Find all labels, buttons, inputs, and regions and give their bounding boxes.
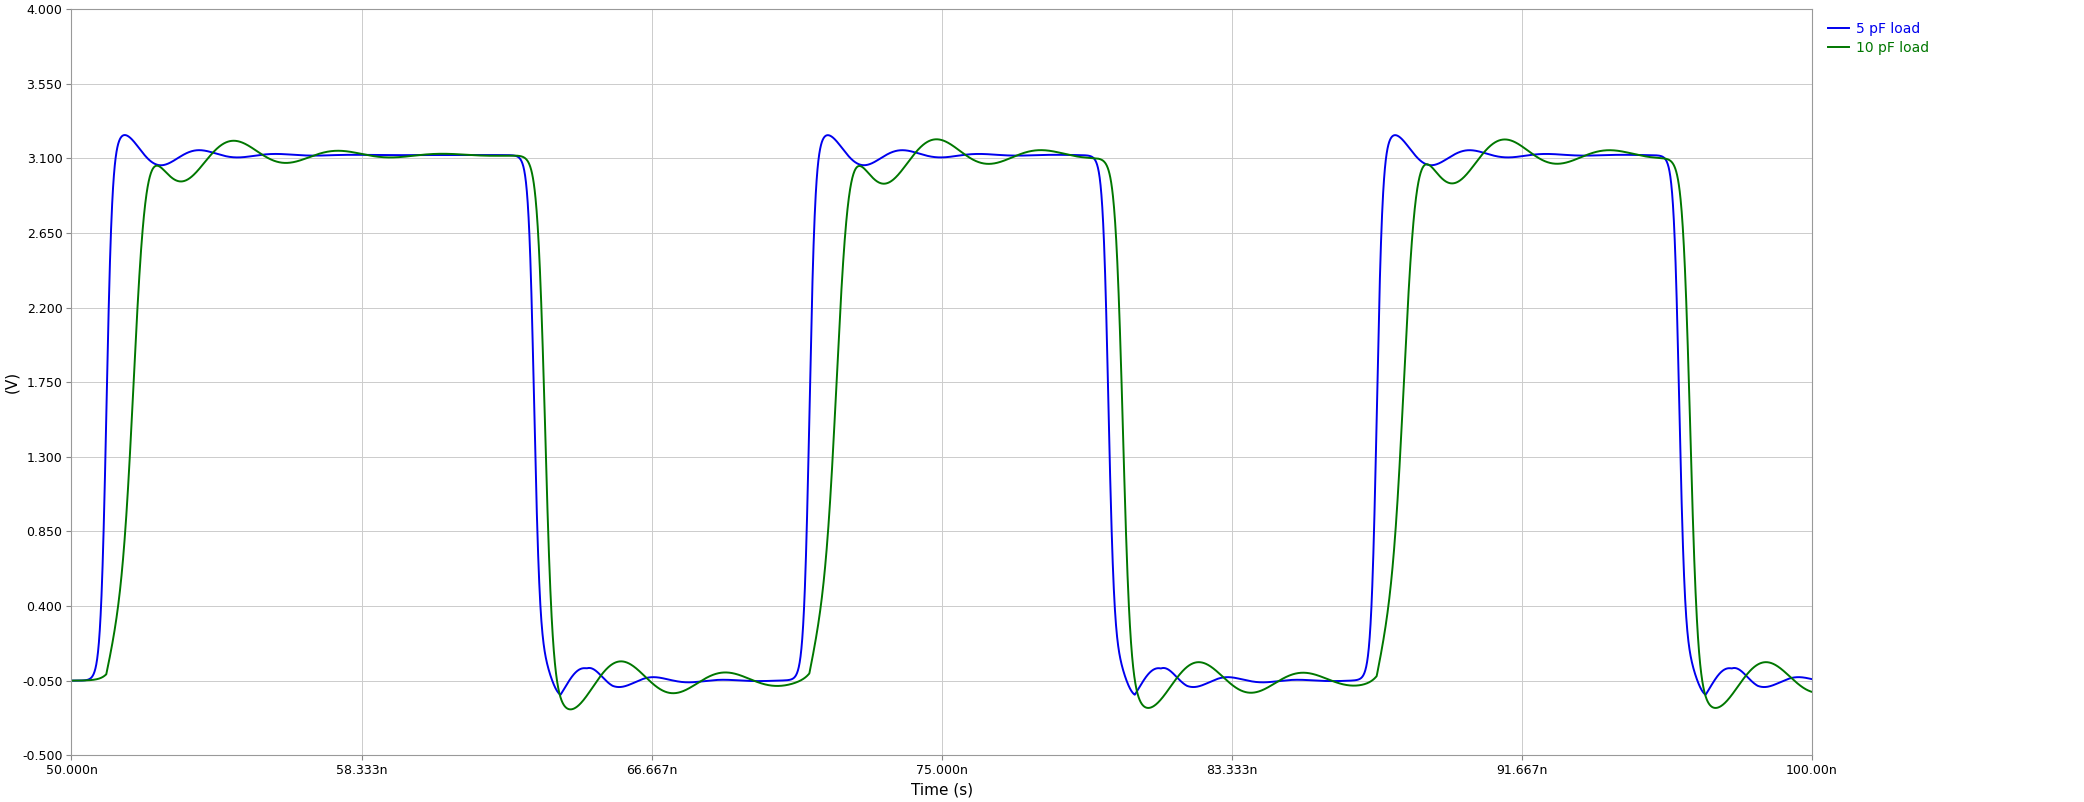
10 pF load bbox=[923, 135, 948, 144]
5 pF load bbox=[690, 677, 715, 687]
5 pF load bbox=[1692, 690, 1717, 699]
10 pF load bbox=[1350, 680, 1375, 690]
5 pF load bbox=[1165, 673, 1190, 683]
10 pF load bbox=[1798, 687, 1824, 697]
5 pF load bbox=[1798, 674, 1824, 684]
5 pF load bbox=[1348, 673, 1373, 683]
10 pF load bbox=[1090, 155, 1115, 164]
10 pF load bbox=[690, 676, 715, 686]
5 pF load bbox=[58, 676, 83, 686]
5 pF load bbox=[1090, 190, 1115, 200]
5 pF load bbox=[113, 130, 138, 140]
X-axis label: Time (s): Time (s) bbox=[911, 783, 973, 798]
10 pF load bbox=[58, 676, 83, 686]
Line: 5 pF load: 5 pF load bbox=[71, 135, 1811, 695]
10 pF load bbox=[1442, 178, 1467, 188]
10 pF load bbox=[559, 705, 584, 715]
10 pF load bbox=[146, 161, 171, 171]
5 pF load bbox=[1442, 149, 1467, 159]
Y-axis label: (V): (V) bbox=[4, 371, 19, 393]
Legend: 5 pF load, 10 pF load: 5 pF load, 10 pF load bbox=[1821, 16, 1934, 61]
5 pF load bbox=[146, 160, 171, 170]
Line: 10 pF load: 10 pF load bbox=[71, 140, 1811, 710]
10 pF load bbox=[1165, 672, 1190, 682]
